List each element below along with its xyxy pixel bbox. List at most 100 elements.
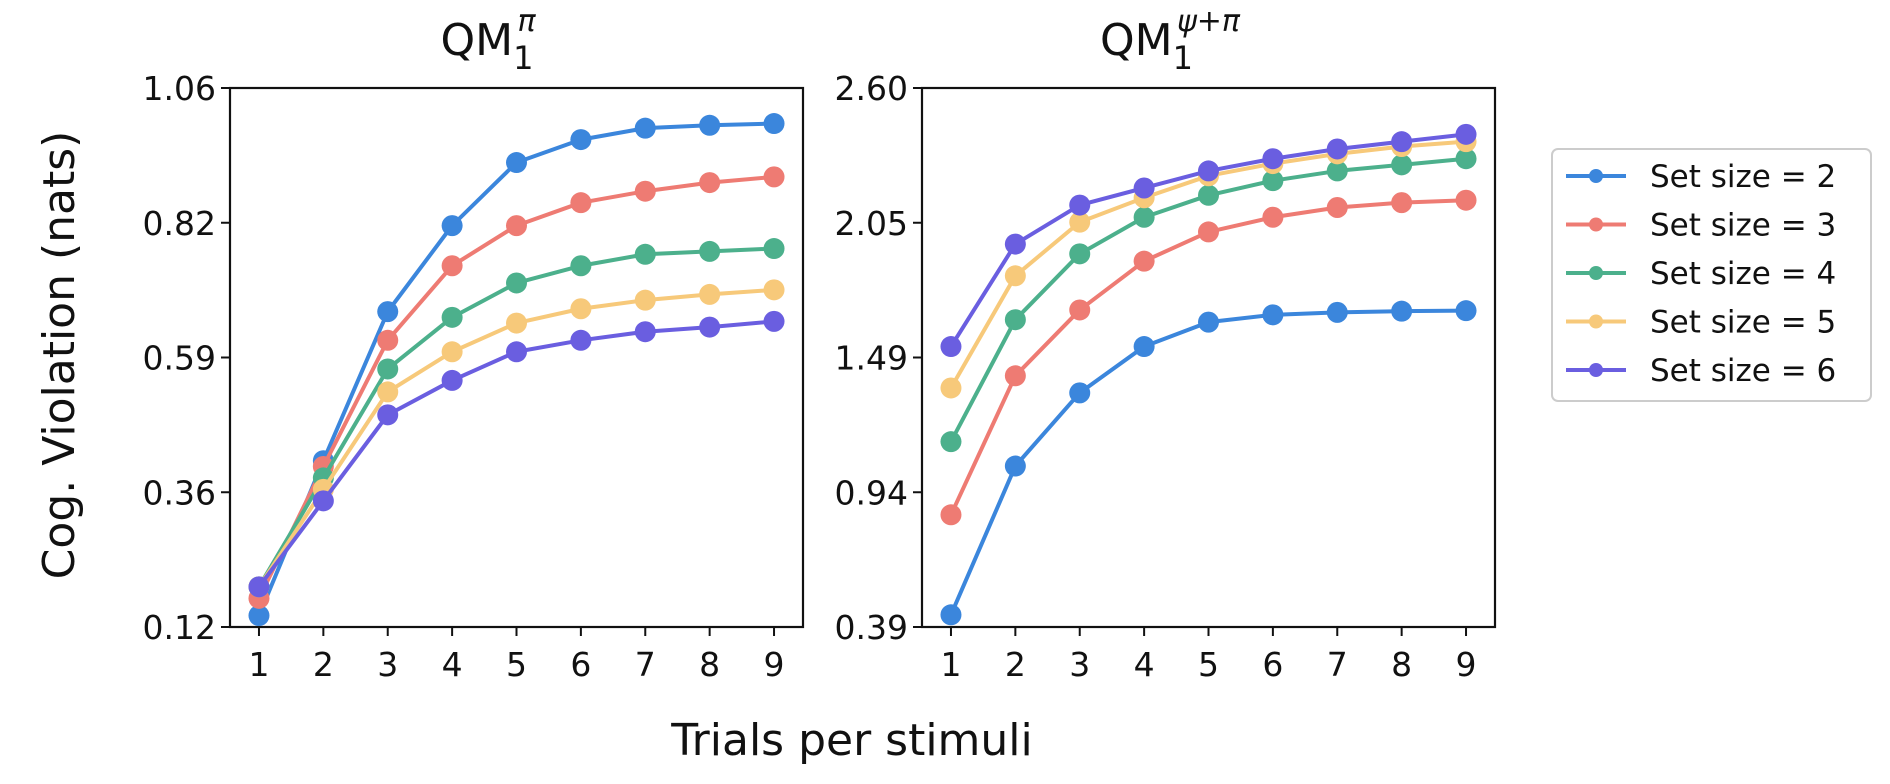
- data-point-left-set-size-5: [506, 312, 527, 334]
- data-point-left-set-size-3: [377, 329, 399, 351]
- data-point-right-set-size-6: [1069, 194, 1091, 216]
- data-point-right-set-size-4: [940, 431, 962, 453]
- series-line-left-set-size-2: [257, 121, 775, 617]
- series-line-left-set-size-4: [257, 246, 775, 588]
- data-point-right-set-size-6: [1198, 160, 1219, 182]
- y-tick-label-right: 0.39: [835, 608, 908, 647]
- chart-panel-left: QM1π 0.12 0.36 0.59 0.82 1.06 1 2 3 4 5 6 7 8 9: [143, 4, 805, 684]
- x-tick-label-left: 8: [699, 645, 720, 684]
- plot-area-left: 0.12 0.36 0.59 0.82 1.06 1 2 3 4 5 6 7 8 9: [143, 69, 805, 684]
- data-point-left-set-size-5: [763, 279, 785, 301]
- data-point-right-set-size-3: [1198, 221, 1219, 243]
- y-tick-label-left: 0.82: [143, 204, 216, 243]
- data-point-left-set-size-5: [377, 381, 399, 403]
- data-point-left-set-size-2: [441, 215, 463, 237]
- data-point-left-set-size-6: [634, 321, 656, 343]
- data-point-left-set-size-6: [248, 576, 270, 598]
- panel-title-right: QM1ψ+π: [1100, 4, 1241, 77]
- data-point-right-set-size-4: [1262, 170, 1284, 192]
- data-point-left-set-size-3: [570, 192, 592, 214]
- x-tick-label-left: 2: [313, 645, 334, 684]
- legend-marker: [1589, 266, 1603, 280]
- x-tick-label-left: 3: [377, 645, 398, 684]
- y-tick-label-right: 0.94: [835, 473, 908, 512]
- data-point-left-set-size-6: [570, 329, 592, 351]
- legend-marker: [1589, 363, 1603, 377]
- data-point-left-set-size-4: [570, 255, 592, 277]
- data-point-left-set-size-2: [699, 114, 721, 136]
- x-tick-label-right: 7: [1327, 645, 1348, 684]
- data-point-right-set-size-3: [1069, 299, 1091, 321]
- x-tick-label-right: 3: [1069, 645, 1090, 684]
- y-tick-label-right: 1.49: [835, 339, 908, 378]
- x-tick-label-right: 1: [940, 645, 961, 684]
- data-point-right-set-size-2: [1391, 300, 1413, 322]
- data-point-left-set-size-2: [570, 129, 592, 151]
- data-point-left-set-size-3: [441, 255, 463, 277]
- data-point-left-set-size-6: [699, 316, 721, 338]
- data-point-right-set-size-2: [940, 604, 962, 626]
- x-tick-label-right: 9: [1456, 645, 1477, 684]
- data-point-left-set-size-5: [570, 298, 592, 320]
- data-point-right-set-size-3: [1326, 197, 1348, 219]
- data-point-left-set-size-3: [763, 166, 785, 188]
- legend-label: Set size = 2: [1650, 159, 1836, 195]
- legend-label: Set size = 3: [1650, 208, 1836, 244]
- y-tick-label-left: 0.36: [143, 473, 216, 512]
- data-point-right-set-size-2: [1326, 301, 1348, 323]
- legend-label: Set size = 4: [1650, 256, 1836, 292]
- data-point-left-set-size-5: [441, 341, 463, 363]
- data-point-left-set-size-2: [634, 117, 656, 139]
- data-point-left-set-size-4: [377, 358, 399, 380]
- x-tick-label-left: 4: [442, 645, 463, 684]
- y-axis-label: Cog. Violation (nats): [34, 131, 85, 580]
- data-point-right-set-size-2: [1455, 300, 1477, 322]
- y-tick-label-right: 2.60: [835, 69, 908, 108]
- data-point-left-set-size-6: [506, 341, 527, 363]
- x-tick-label-right: 2: [1005, 645, 1026, 684]
- data-point-right-set-size-3: [940, 504, 962, 526]
- data-point-right-set-size-2: [1004, 455, 1026, 477]
- data-point-left-set-size-4: [506, 272, 527, 294]
- data-point-right-set-size-4: [1133, 206, 1155, 228]
- legend-label: Set size = 6: [1650, 353, 1836, 389]
- panel-title-left: QM1π: [440, 4, 536, 77]
- data-point-right-set-size-2: [1069, 382, 1091, 404]
- legend-marker: [1589, 314, 1603, 329]
- data-point-right-set-size-3: [1391, 192, 1413, 214]
- data-point-right-set-size-2: [1198, 311, 1219, 333]
- data-point-right-set-size-6: [1391, 131, 1413, 153]
- data-point-left-set-size-4: [763, 238, 785, 260]
- x-tick-label-right: 5: [1198, 645, 1219, 684]
- data-point-left-set-size-2: [377, 301, 399, 323]
- data-point-right-set-size-4: [1326, 160, 1348, 182]
- series-line-right-set-size-3: [949, 198, 1467, 516]
- legend-marker: [1589, 217, 1603, 232]
- x-tick-label-right: 4: [1134, 645, 1155, 684]
- x-tick-label-right: 6: [1262, 645, 1283, 684]
- x-tick-label-left: 5: [506, 645, 527, 684]
- data-point-right-set-size-5: [1069, 211, 1091, 233]
- x-tick-label-left: 6: [570, 645, 591, 684]
- data-point-left-set-size-4: [441, 306, 463, 328]
- data-point-left-set-size-6: [441, 369, 463, 391]
- x-tick-label-left: 1: [248, 645, 269, 684]
- y-tick-label-left: 0.59: [143, 339, 216, 378]
- data-point-left-set-size-4: [634, 243, 656, 265]
- plot-area-right: 0.39 0.94 1.49 2.05 2.60 1 2 3 4 5 6 7 8 9: [835, 69, 1497, 684]
- legend-marker: [1589, 169, 1603, 183]
- y-tick-label-right: 2.05: [835, 204, 908, 243]
- data-point-right-set-size-5: [1004, 265, 1026, 287]
- legend-label: Set size = 5: [1650, 305, 1836, 341]
- data-point-right-set-size-6: [1262, 148, 1284, 170]
- y-tick-label-left: 0.12: [143, 608, 216, 647]
- x-tick-label-right: 8: [1391, 645, 1412, 684]
- data-point-left-set-size-5: [699, 283, 721, 305]
- data-point-right-set-size-4: [1455, 148, 1477, 170]
- data-point-left-set-size-6: [377, 404, 399, 426]
- data-point-right-set-size-5: [940, 377, 962, 399]
- data-point-left-set-size-2: [763, 113, 785, 135]
- chart-panel-right: QM1ψ+π 0.39 0.94 1.49 2.05 2.60 1 2 3 4 5 6 7 8 9: [835, 4, 1497, 684]
- data-point-left-set-size-6: [763, 310, 785, 332]
- data-point-left-set-size-2: [248, 605, 270, 627]
